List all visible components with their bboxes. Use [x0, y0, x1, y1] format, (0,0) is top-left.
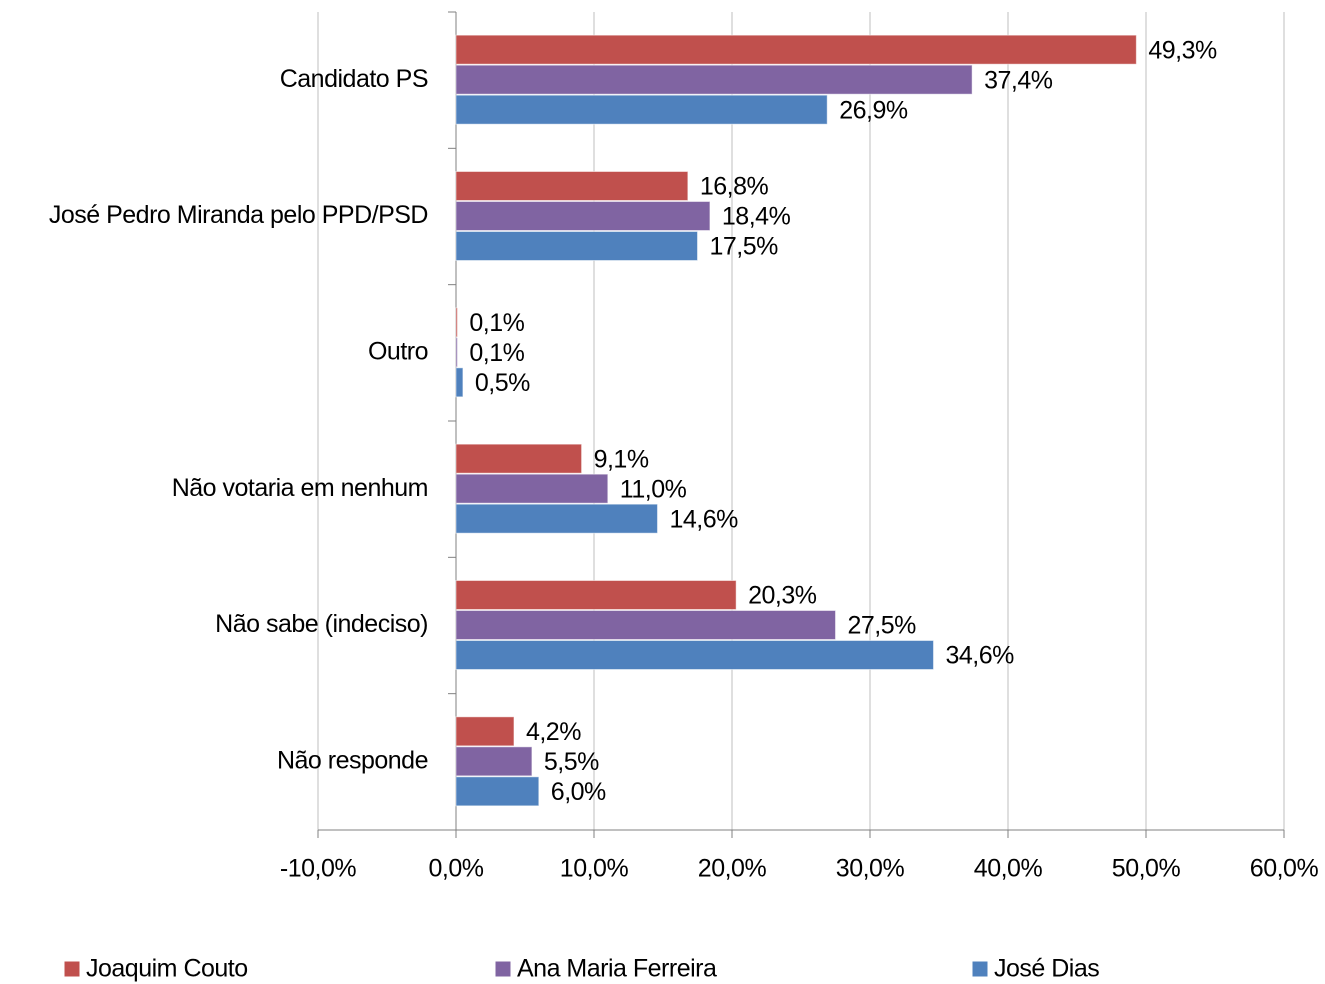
category-label: Não votaria em nenhum [172, 474, 428, 502]
x-tick-label: 20,0% [698, 855, 767, 883]
x-tick-label: 0,0% [429, 855, 484, 883]
value-label: 49,3% [1148, 36, 1217, 64]
x-tick-label: 10,0% [560, 855, 629, 883]
category-label: Não sabe (indeciso) [215, 610, 428, 638]
bar [455, 443, 583, 474]
category-label: Não responde [277, 746, 428, 774]
value-label: 5,5% [544, 748, 599, 776]
bar [455, 716, 515, 747]
value-label: 0,1% [469, 309, 524, 337]
value-label: 20,3% [748, 582, 817, 610]
legend-swatch [63, 960, 81, 978]
x-tick-label: -10,0% [280, 855, 356, 883]
value-label: 37,4% [984, 66, 1053, 94]
x-tick-label: 60,0% [1250, 855, 1319, 883]
bar [455, 776, 540, 807]
value-label: 17,5% [710, 233, 779, 261]
bar [455, 746, 533, 777]
bar [455, 307, 458, 338]
bar [455, 503, 658, 534]
bar [455, 610, 836, 640]
bar [455, 367, 464, 398]
value-label: 27,5% [848, 612, 917, 640]
category-label: José Pedro Miranda pelo PPD/PSD [49, 201, 428, 229]
x-tick-label: 50,0% [1112, 855, 1181, 883]
bar [455, 34, 1137, 65]
value-label: 26,9% [839, 96, 908, 124]
value-label: 0,5% [475, 369, 530, 397]
bar [455, 580, 737, 610]
x-tick-label: 30,0% [836, 855, 905, 883]
bar [455, 201, 711, 231]
bar [455, 640, 934, 670]
x-tick-label: 40,0% [974, 855, 1043, 883]
value-label: 0,1% [469, 339, 524, 367]
value-label: 9,1% [594, 445, 649, 473]
bar [455, 231, 698, 261]
value-label: 4,2% [526, 718, 581, 746]
bar [455, 64, 973, 95]
legend-swatch [494, 960, 512, 978]
legend-label: Ana Maria Ferreira [517, 955, 717, 983]
legend-label: José Dias [994, 955, 1099, 983]
value-label: 6,0% [551, 778, 606, 806]
legend-swatch [971, 960, 989, 978]
value-label: 11,0% [620, 475, 687, 503]
bar [455, 337, 458, 368]
value-label: 34,6% [945, 642, 1014, 670]
value-label: 18,4% [722, 203, 791, 231]
category-label: Candidato PS [280, 65, 428, 93]
bar [455, 94, 828, 125]
legend-label: Joaquim Couto [86, 955, 248, 983]
bar [455, 171, 689, 201]
value-label: 16,8% [700, 173, 769, 201]
value-label: 14,6% [669, 505, 738, 533]
bar [455, 473, 609, 504]
category-label: Outro [368, 337, 428, 365]
